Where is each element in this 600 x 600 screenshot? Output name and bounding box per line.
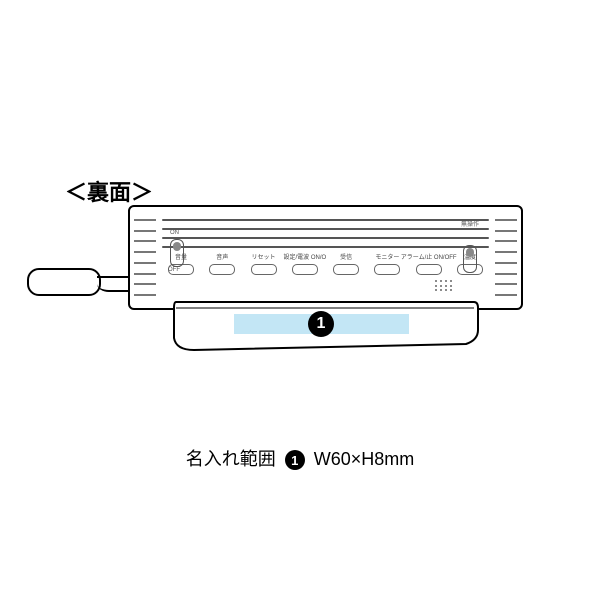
cable [97,276,132,292]
vent-left [134,215,156,300]
caption: 名入れ範囲 1 W60×H8mm [0,445,600,471]
on-label: ON [170,230,179,236]
btn-4: 受信 [327,255,365,291]
muop-label: 無操作 [461,219,479,228]
power-switch [170,239,184,267]
view-label: ＜裏面＞ [65,175,153,207]
btn-3: 設定/電波 ON/O [286,255,324,291]
speaker-grille [435,280,453,292]
caption-marker: 1 [285,450,305,470]
cable-jack [27,268,101,296]
btn-2: リセット [245,255,283,291]
right-switch [463,245,477,273]
caption-dims: W60×H8mm [314,449,415,469]
vent-right [495,215,517,300]
btn-1: 音声 [203,255,241,291]
marker-number: 1 [317,315,326,333]
device-back: 音量 音声 リセット 設定/電波 ON/O 受信 モニター アラーム/止 ON/… [128,205,523,310]
marker-1: 1 [308,311,334,337]
caption-prefix: 名入れ範囲 [186,449,276,469]
off-label: OFF [168,267,180,273]
